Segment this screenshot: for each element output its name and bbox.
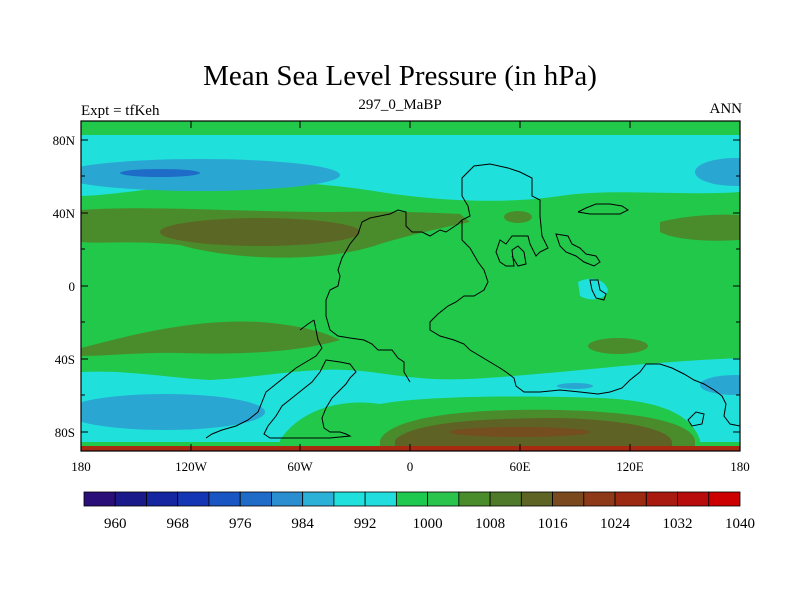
colorbar-label: 1024	[600, 516, 631, 532]
y-tick-label: 0	[69, 279, 76, 294]
colorbar-swatch	[427, 491, 460, 507]
colorbar-label: 1000	[413, 516, 443, 532]
colorbar-label: 1040	[725, 516, 755, 532]
colorbar-swatch	[239, 491, 272, 507]
colorbar-swatch	[614, 491, 647, 507]
colorbar-swatch	[333, 491, 366, 507]
colorbar-swatch	[83, 491, 116, 507]
colorbar	[83, 491, 741, 507]
colorbar-swatch	[146, 491, 179, 507]
colorbar-swatch	[489, 491, 522, 507]
y-tick-label: 80S	[55, 425, 75, 440]
x-tick-label: 180	[730, 459, 750, 474]
x-tick-label: 60E	[510, 459, 531, 474]
x-tick-label: 0	[407, 459, 414, 474]
x-tick-label: 120E	[616, 459, 644, 474]
season-label: ANN	[709, 101, 743, 117]
y-tick-label: 40N	[53, 206, 76, 221]
colorbar-swatch	[677, 491, 710, 507]
colorbar-swatch	[395, 491, 429, 507]
colorbar-label: 1032	[663, 516, 693, 532]
x-tick-label: 180	[71, 459, 91, 474]
colorbar-swatch	[458, 491, 491, 507]
y-axis	[81, 139, 740, 433]
colorbar-swatch	[114, 491, 147, 507]
colorbar-swatch	[520, 491, 553, 507]
x-axis	[80, 121, 741, 451]
colorbar-label: 1008	[475, 516, 505, 532]
y-tick-label: 40S	[55, 352, 75, 367]
colorbar-swatch	[208, 491, 241, 507]
time-label: 297_0_MaBP	[358, 97, 442, 113]
colorbar-label: 1016	[538, 516, 569, 532]
colorbar-swatch	[302, 491, 335, 507]
x-tick-label: 60W	[287, 459, 313, 474]
colorbar-label: 992	[354, 516, 377, 532]
colorbar-swatch	[364, 491, 397, 507]
colorbar-swatch	[177, 491, 210, 507]
colorbar-label: 960	[104, 516, 127, 532]
colorbar-label: 968	[166, 516, 189, 532]
colorbar-label: 984	[291, 516, 314, 532]
plot-title: Mean Sea Level Pressure (in hPa)	[203, 60, 597, 92]
contour-fill	[81, 121, 740, 451]
colorbar-swatch	[271, 491, 304, 507]
experiment-label: Expt = tfKeh	[81, 103, 160, 119]
colorbar-swatch	[645, 491, 678, 507]
x-tick-label: 120W	[175, 459, 208, 474]
y-tick-label: 80N	[53, 133, 76, 148]
colorbar-label: 976	[229, 516, 252, 532]
colorbar-swatch	[583, 491, 616, 507]
colorbar-swatch	[708, 491, 741, 507]
colorbar-swatch	[552, 491, 585, 507]
